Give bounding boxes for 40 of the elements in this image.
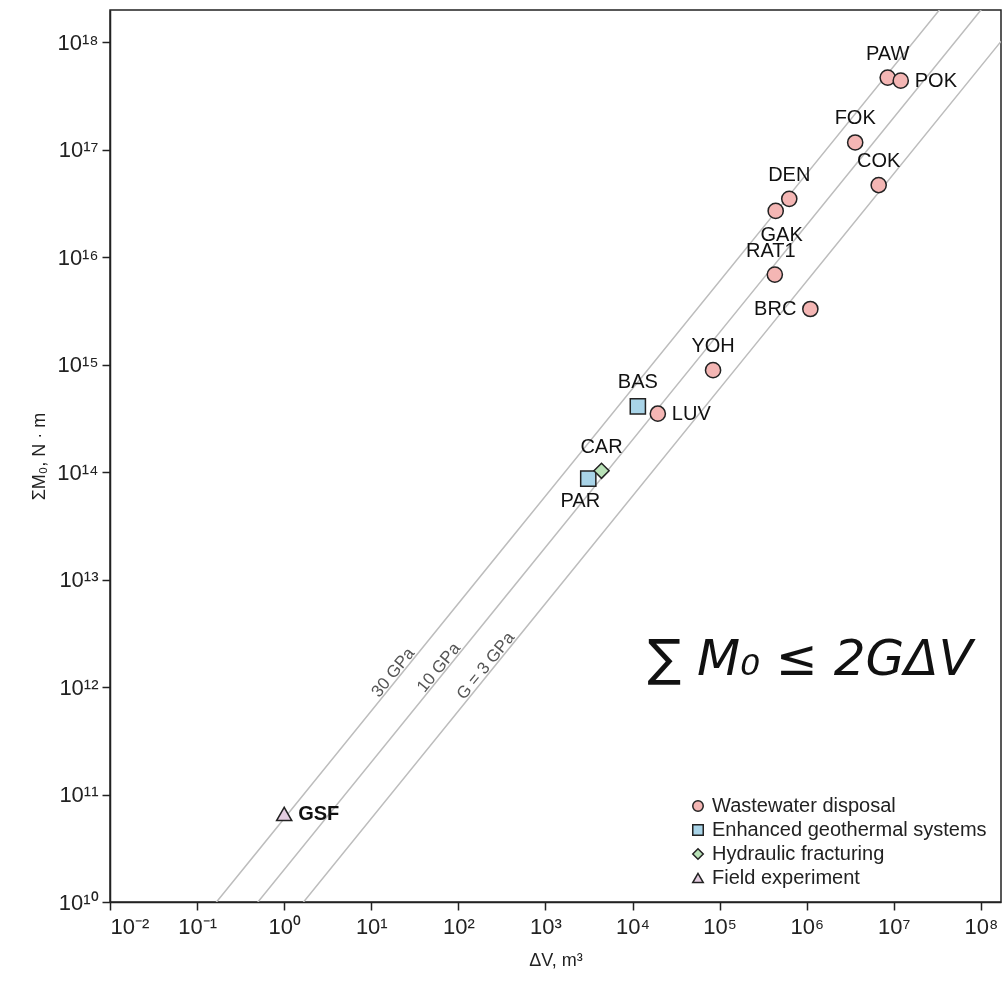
x-tick-label: 10⁻¹ [178, 913, 217, 939]
data-label: POK [914, 68, 958, 91]
data-label: PAW [866, 41, 910, 64]
data-label: COK [857, 149, 902, 172]
data-label: CAR [580, 434, 623, 457]
data-label: BRC [754, 297, 797, 319]
data-label: LUV [671, 401, 712, 424]
y-tick-label: 10¹⁴ [57, 459, 99, 485]
legend-label: Field experiment [712, 866, 861, 888]
y-tick-label: 10¹² [59, 674, 99, 700]
x-tick-label: 10⁻² [110, 913, 150, 939]
x-axis-title: ΔV, m³ [529, 949, 583, 970]
data-label: FOK [834, 106, 877, 129]
data-label: BAS [617, 370, 658, 393]
y-tick-label: 10¹¹ [59, 782, 99, 808]
legend-label: Wastewater disposal [712, 794, 896, 816]
x-tick-label: 10⁷ [878, 913, 911, 939]
data-label: YOH [691, 334, 735, 357]
x-tick-label: 10⁰ [268, 913, 301, 939]
x-tick-label: 10⁴ [616, 913, 651, 939]
legend-label: Hydraulic fracturing [712, 842, 885, 864]
x-tick-label: 10¹ [355, 913, 388, 939]
y-tick-label: 10¹⁶ [57, 244, 99, 270]
y-tick-label: 10¹⁷ [58, 137, 99, 163]
y-tick-label: 10¹³ [59, 567, 99, 593]
x-tick-label: 10⁸ [964, 913, 999, 939]
x-tick-label: 10³ [530, 913, 562, 939]
annotation: 30 GPa [367, 643, 419, 701]
data-label: PAR [560, 488, 601, 511]
legend-label: Enhanced geothermal systems [712, 818, 987, 840]
x-tick-label: 10² [442, 913, 475, 939]
x-tick-label: 10⁶ [790, 913, 825, 939]
y-tick-label: 10¹⁵ [57, 352, 99, 378]
y-tick-label: 10¹⁸ [57, 29, 99, 55]
x-tick-label: 10⁵ [703, 913, 737, 939]
data-label: GSF [298, 801, 340, 824]
data-label: DEN [768, 162, 811, 185]
y-axis-title: ΣM₀, N · m [29, 412, 50, 501]
y-tick-label: 10¹⁰ [58, 889, 99, 915]
annotation: ∑ M₀ ≤ 2GΔV [647, 629, 977, 687]
